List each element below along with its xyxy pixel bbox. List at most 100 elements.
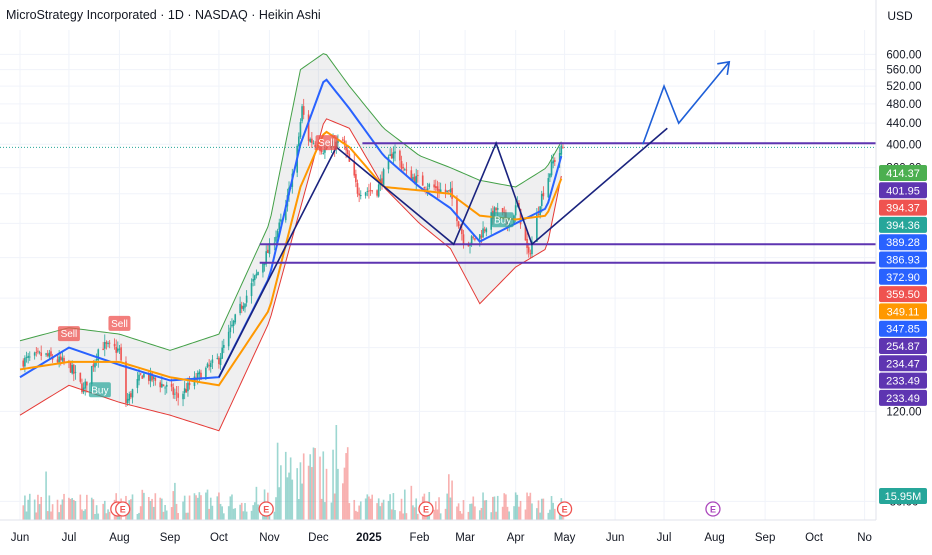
candle-body: [252, 278, 254, 282]
x-tick-label: Aug: [704, 532, 724, 544]
price-label-box: [879, 303, 927, 320]
price-label-text: 386.93: [886, 255, 920, 267]
volume-bar: [508, 511, 510, 520]
candle-body: [244, 303, 246, 308]
candle-body: [302, 106, 305, 115]
candle-body: [387, 156, 390, 170]
projection-line: [642, 61, 730, 145]
volume-bar: [130, 499, 132, 520]
volume-bar: [250, 510, 253, 520]
volume-bar: [366, 494, 369, 520]
candle-body: [547, 178, 550, 198]
volume-bar: [387, 500, 390, 520]
earnings-marker: [115, 501, 131, 517]
candle-body: [358, 193, 360, 196]
volume-bar: [221, 506, 223, 520]
volume-bar: [438, 497, 440, 520]
price-label-box: [879, 488, 927, 504]
volume-bar: [183, 495, 186, 520]
candle-body: [222, 344, 225, 348]
candle-body: [37, 350, 39, 352]
volume-bar: [299, 462, 302, 520]
x-tick-label: Mar: [455, 532, 475, 544]
volume-bar: [175, 503, 178, 520]
volume-bar: [469, 503, 471, 520]
volume-bar: [519, 500, 522, 520]
volume-bar: [231, 494, 233, 520]
y-tick-label: 600.00: [886, 49, 921, 61]
volume-bar: [492, 496, 494, 520]
volume-bar: [526, 492, 528, 520]
candle-body: [309, 139, 312, 142]
candle-body: [519, 208, 522, 225]
candle-body: [263, 262, 266, 266]
volume-bar: [63, 493, 65, 520]
candle-body: [38, 351, 41, 353]
price-label-box: [879, 372, 927, 389]
volume-bar: [531, 503, 533, 520]
price-label-text: 394.36: [886, 220, 920, 232]
candle-body: [120, 347, 122, 361]
candle-body: [172, 387, 175, 395]
candle-body: [221, 347, 223, 359]
volume-bar: [90, 497, 93, 520]
price-label-text: 394.37: [886, 203, 920, 215]
candle-body: [239, 303, 241, 314]
candle-body: [69, 361, 72, 373]
candle-body: [154, 377, 157, 381]
volume-bar: [436, 509, 439, 520]
volume-bar: [240, 502, 243, 520]
candle-body: [125, 361, 127, 403]
candle-body: [231, 324, 233, 327]
volume-bar: [198, 492, 201, 520]
candle-body: [97, 349, 100, 361]
volume-bar: [245, 511, 248, 520]
candle-body: [480, 235, 483, 238]
candle-body: [147, 373, 150, 381]
candle-body: [371, 190, 373, 192]
candle-body: [74, 371, 77, 373]
candle-body: [392, 152, 395, 159]
volume-bar: [86, 494, 88, 520]
volume-bar: [50, 511, 52, 520]
volume-bar: [379, 506, 382, 520]
volume-bar: [514, 492, 517, 520]
price-label-text: 414.37: [886, 168, 920, 180]
candle-body: [501, 207, 504, 213]
volume-bar: [394, 510, 396, 520]
volume-bar: [288, 472, 290, 520]
candle-body: [412, 177, 414, 180]
volume-bar: [537, 500, 540, 520]
volume-bar: [48, 495, 51, 520]
volume-bar: [358, 505, 360, 520]
price-label-box: [879, 389, 927, 406]
volume-bar: [426, 512, 429, 520]
volume-bar: [433, 509, 435, 520]
candle-body: [161, 383, 163, 388]
candle-body: [257, 272, 259, 275]
candle-body: [28, 356, 31, 358]
candle-body: [376, 190, 378, 196]
candle-body: [558, 153, 561, 161]
volume-bar: [314, 448, 316, 520]
currency-button[interactable]: USD: [887, 9, 913, 23]
volume-bar: [105, 513, 108, 520]
volume-bar: [149, 500, 152, 520]
candle-body: [345, 145, 347, 151]
volume-bar: [244, 503, 246, 520]
pattern-drawings: [218, 60, 731, 378]
volume-bar: [493, 496, 496, 520]
candle-body: [130, 393, 132, 398]
volume-bar: [550, 496, 553, 520]
volume-bar: [353, 499, 356, 520]
signal-text: Buy: [91, 385, 108, 396]
candle-body: [346, 149, 349, 155]
candle-body: [467, 244, 470, 247]
volume-bar: [200, 495, 202, 520]
candle-body: [151, 373, 153, 381]
volume-bar: [410, 485, 413, 520]
volume-bar: [524, 509, 527, 520]
candle-body: [524, 225, 527, 241]
